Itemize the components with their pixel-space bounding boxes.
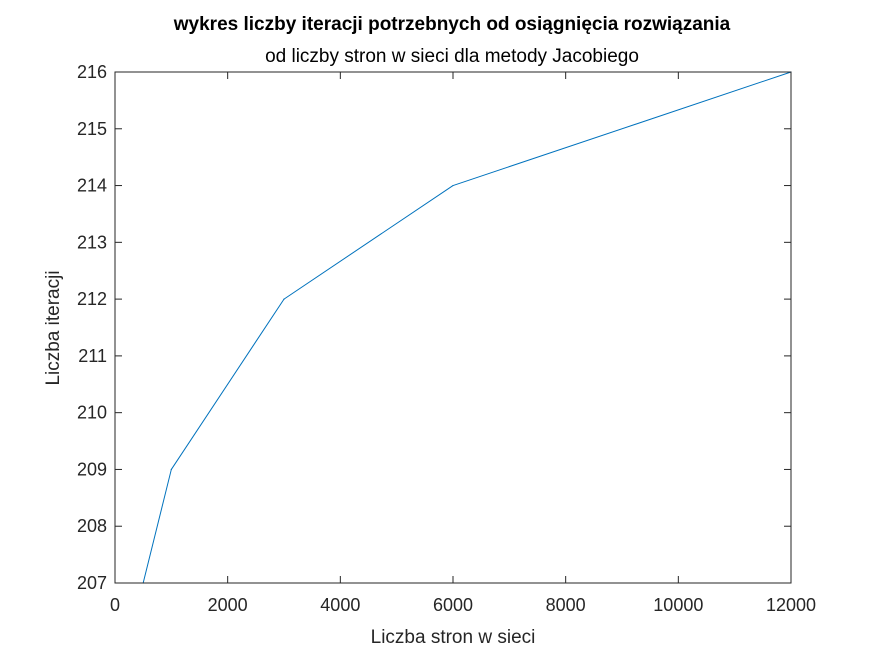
x-tick-label: 12000 (766, 595, 816, 615)
y-tick-label: 207 (77, 573, 107, 593)
data-point (452, 184, 454, 187)
data-point (283, 298, 285, 300)
x-axis-label: Liczba stron w sieci (371, 627, 536, 648)
x-tick-label: 0 (110, 595, 120, 615)
y-tick-label: 212 (77, 289, 107, 309)
y-axis-label: Liczba iteracji (43, 270, 64, 385)
x-tick-label: 6000 (433, 595, 473, 615)
plot-area (115, 72, 791, 583)
x-tick-label: 8000 (546, 595, 586, 615)
chart-title: wykres liczby iteracji potrzebnych od os… (173, 14, 731, 35)
y-tick-label: 211 (78, 346, 107, 366)
y-tick-label: 215 (77, 119, 107, 139)
y-tick-label: 209 (77, 459, 107, 479)
y-tick-label: 214 (77, 176, 107, 196)
x-tick-label: 10000 (653, 595, 703, 615)
x-tick-label: 4000 (320, 595, 360, 615)
data-point (170, 468, 172, 471)
y-tick-label: 213 (77, 232, 107, 252)
y-axis-ticks: 207 208 209 210 211 212 213 214 215 216 (77, 62, 791, 593)
y-tick-label: 216 (77, 62, 107, 82)
chart-subtitle: od liczby stron w sieci dla metody Jacob… (265, 46, 639, 67)
x-tick-label: 2000 (208, 595, 248, 615)
x-axis-ticks: 0 2000 4000 6000 8000 10000 12000 (110, 72, 816, 615)
y-tick-label: 208 (77, 516, 107, 536)
y-tick-label: 210 (77, 403, 107, 423)
